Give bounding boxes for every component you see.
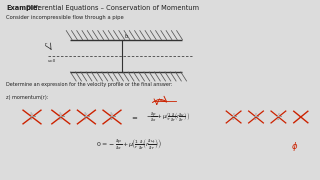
- Text: u=0: u=0: [48, 58, 56, 62]
- Text: Example:: Example:: [6, 4, 41, 10]
- Text: $\frac{\partial u}{\partial z}$: $\frac{\partial u}{\partial z}$: [109, 111, 115, 123]
- Text: $\frac{\partial u}{\partial r}$: $\frac{\partial u}{\partial r}$: [83, 111, 90, 123]
- Text: $\frac{\partial u}{\partial x}$: $\frac{\partial u}{\partial x}$: [58, 111, 64, 123]
- Text: $-\frac{\partial p}{\partial x}+\mu\!\left(\frac{1}{r}\frac{\partial}{\partial r: $-\frac{\partial p}{\partial x}+\mu\!\le…: [146, 110, 190, 124]
- Text: Differential Equations – Conservation of Momentum: Differential Equations – Conservation of…: [24, 4, 199, 10]
- Text: $\frac{\partial u}{\partial t}$: $\frac{\partial u}{\partial t}$: [29, 111, 35, 123]
- Text: $\frac{\partial}{\partial z}$: $\frac{\partial}{\partial z}$: [231, 111, 236, 123]
- Text: $\frac{\partial}{\partial z}$: $\frac{\partial}{\partial z}$: [276, 111, 281, 123]
- Text: $\frac{\partial}{\partial z}$: $\frac{\partial}{\partial z}$: [253, 111, 259, 123]
- Text: r: r: [45, 42, 47, 47]
- Text: $=$: $=$: [130, 114, 139, 120]
- Text: z) momentum(r):: z) momentum(r):: [6, 95, 49, 100]
- Text: b: b: [124, 34, 127, 39]
- Text: Consider incompressible flow through a pipe: Consider incompressible flow through a p…: [6, 15, 124, 20]
- Text: Determine an expression for the velocity profile or the final answer:: Determine an expression for the velocity…: [6, 82, 173, 87]
- Text: $0 = -\frac{\partial p}{\partial x}+\mu\!\left(\frac{1}{r}\frac{\partial}{\parti: $0 = -\frac{\partial p}{\partial x}+\mu\…: [96, 137, 163, 151]
- Text: $\phi$: $\phi$: [291, 140, 298, 153]
